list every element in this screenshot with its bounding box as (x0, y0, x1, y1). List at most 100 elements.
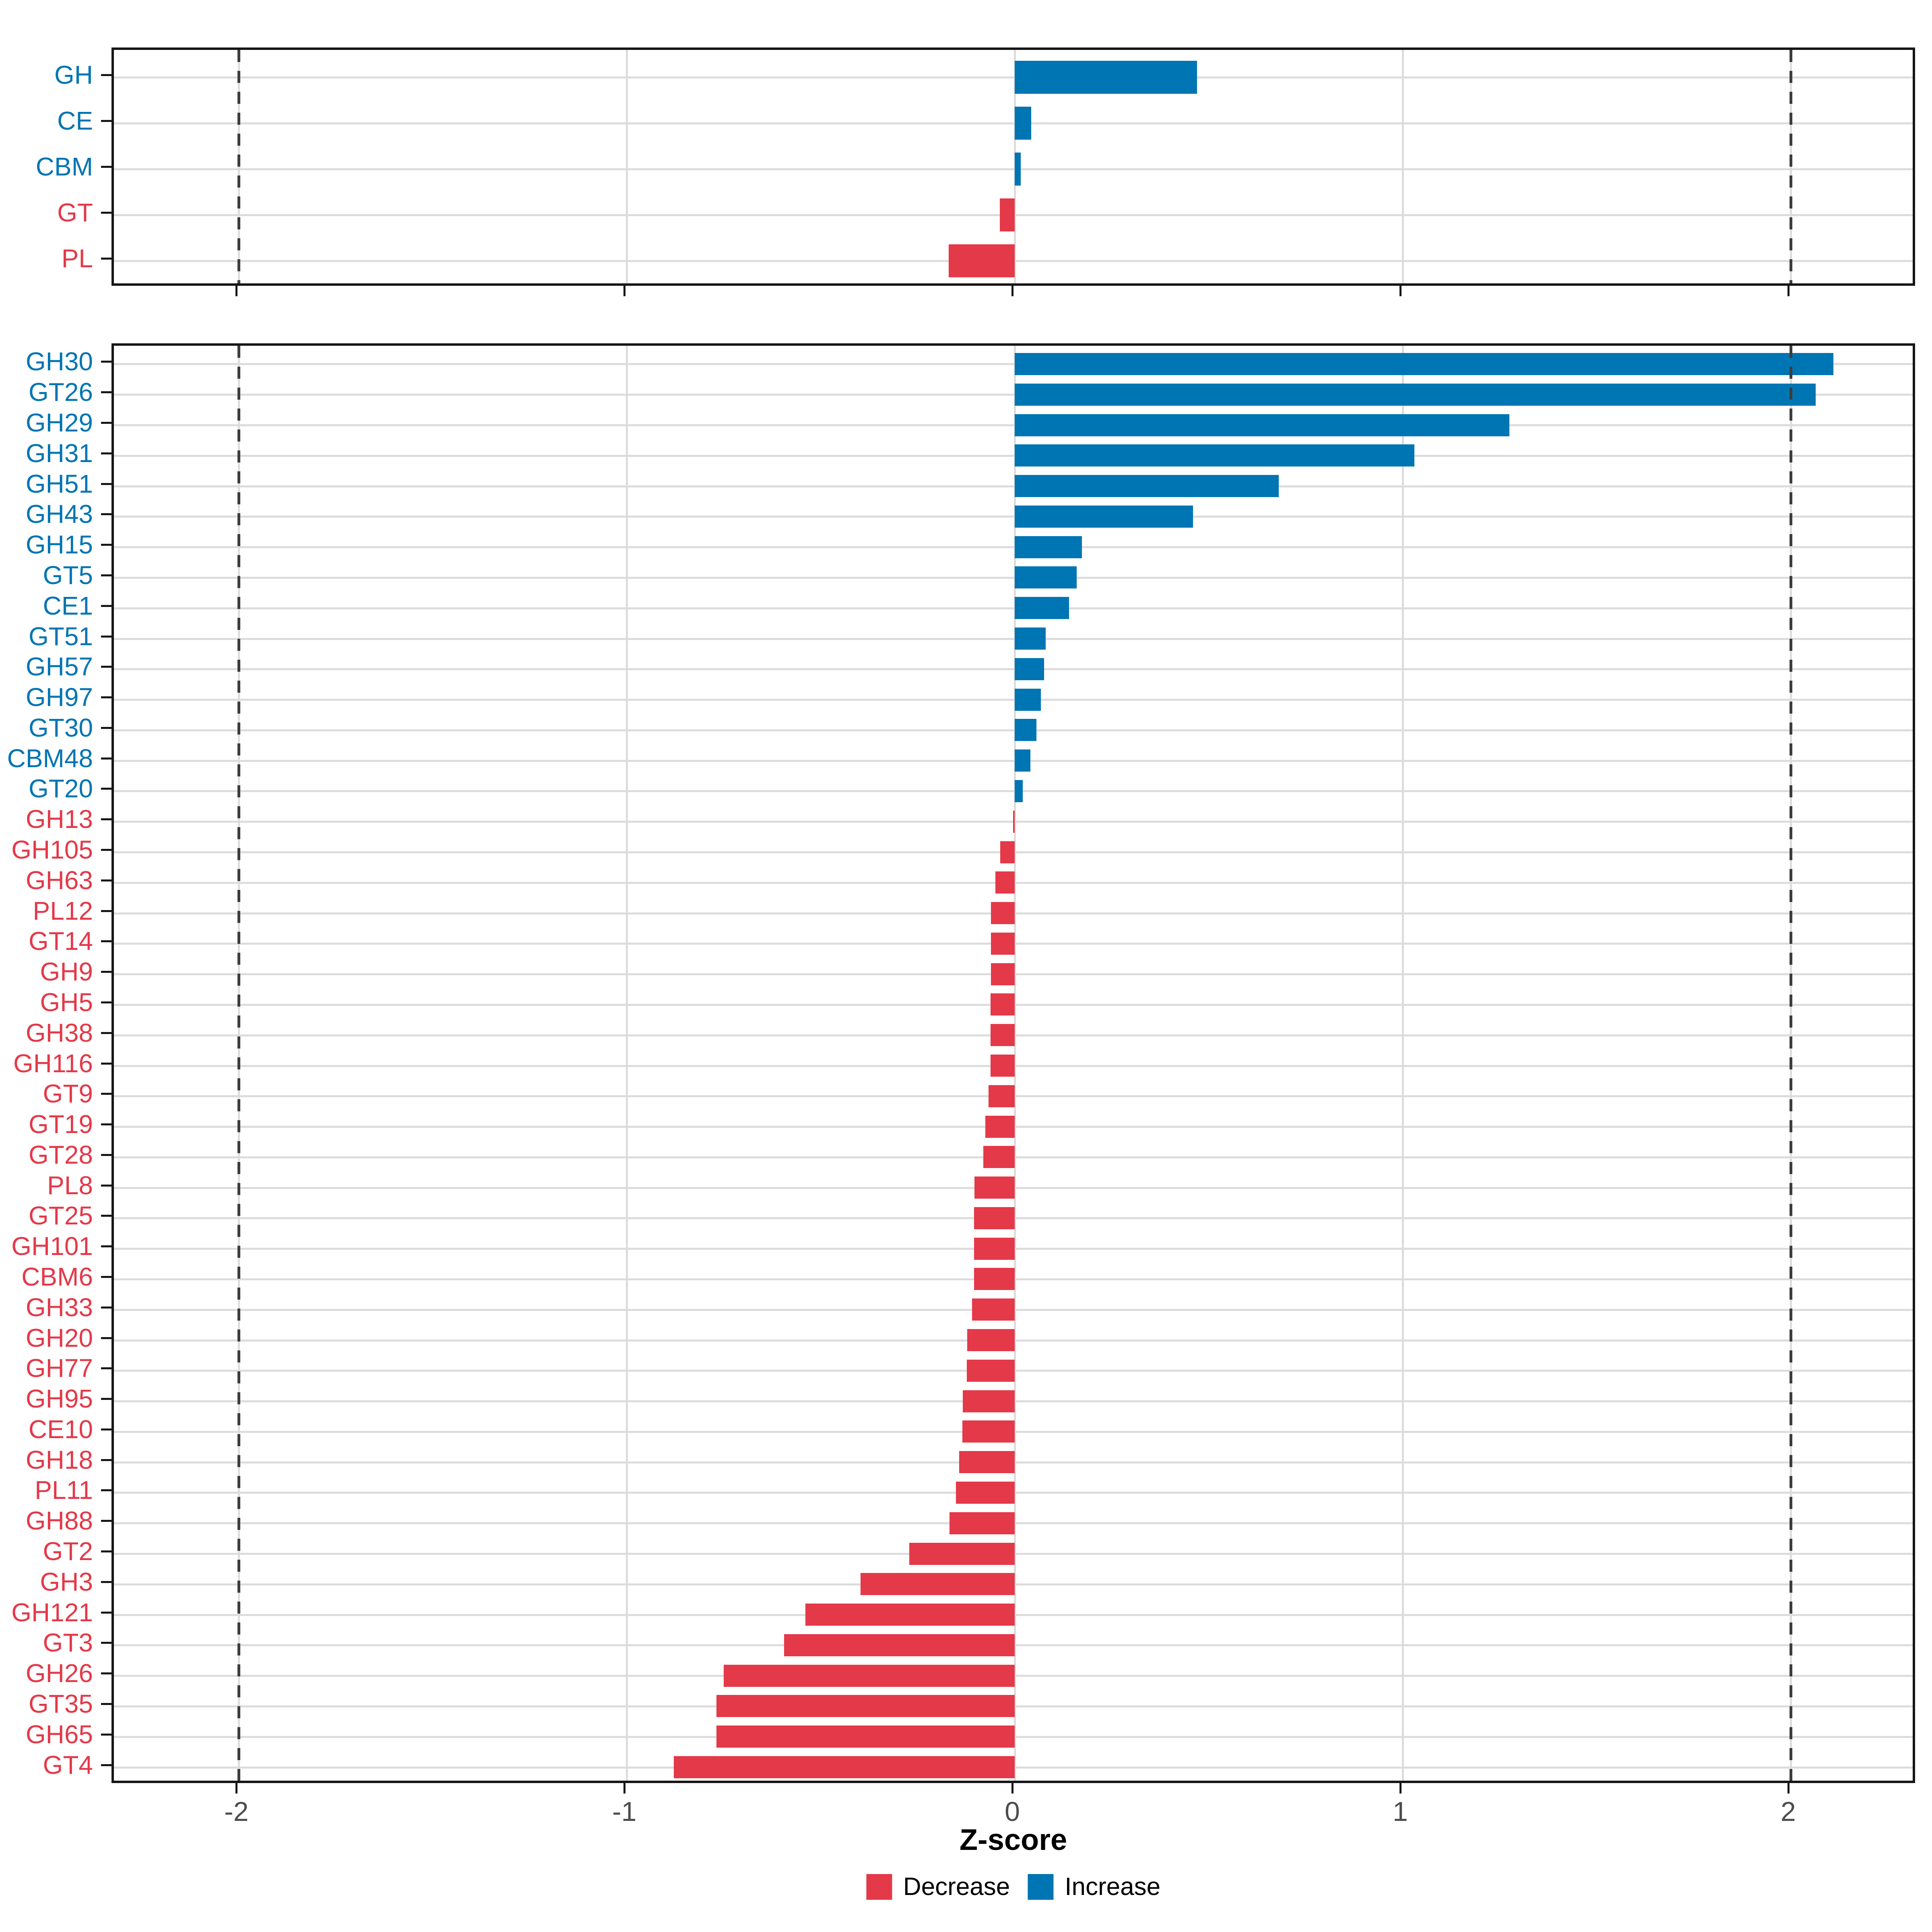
y-label-GT5: GT5 (43, 560, 93, 590)
x-tick--2-panel1 (235, 1783, 238, 1794)
y-tick-GH38 (101, 1032, 111, 1034)
bar-CE10 (962, 1420, 1015, 1443)
y-label-GH116: GH116 (13, 1049, 93, 1078)
bar-GH105 (1000, 841, 1015, 863)
legend-label-increase: Increase (1065, 1873, 1161, 1901)
bar-GH38 (991, 1024, 1015, 1046)
panel-cazyme-classes (111, 47, 1915, 286)
y-tick-PL (101, 257, 111, 260)
bar-GH88 (949, 1512, 1015, 1534)
y-label-GH65: GH65 (25, 1719, 93, 1749)
row-gridline-CE (114, 122, 1913, 125)
x-tick-label--2: -2 (224, 1796, 249, 1827)
bar-GT4 (673, 1756, 1015, 1779)
y-tick-GT9 (101, 1093, 111, 1095)
y-tick-GT35 (101, 1703, 111, 1705)
x-tick--1-panel0 (623, 286, 626, 296)
bar-GH77 (966, 1359, 1015, 1382)
y-tick-GT30 (101, 727, 111, 729)
y-tick-GT (101, 211, 111, 214)
y-label-GH33: GH33 (25, 1292, 93, 1322)
y-label-CE10: CE10 (28, 1414, 93, 1444)
y-label-GH15: GH15 (25, 530, 93, 559)
dashed-reference-line-x-2 (237, 50, 241, 283)
x-tick--1-panel1 (623, 1783, 626, 1794)
dashed-reference-line-x2 (1789, 346, 1792, 1781)
y-label-GH: GH (54, 60, 93, 90)
bar-PL (949, 244, 1015, 277)
vertical-gridline-x-1 (626, 346, 628, 1781)
x-axis-title: Z-score (959, 1823, 1067, 1856)
row-gridline-GH31 (114, 454, 1913, 457)
bar-GT9 (988, 1085, 1015, 1107)
x-tick-0-panel0 (1011, 286, 1014, 296)
y-label-GT4: GT4 (43, 1750, 93, 1779)
y-tick-GT19 (101, 1123, 111, 1126)
y-tick-GH43 (101, 513, 111, 516)
y-label-GH5: GH5 (40, 987, 93, 1017)
y-tick-CE10 (101, 1428, 111, 1430)
bar-GT51 (1015, 627, 1046, 650)
y-tick-GH31 (101, 452, 111, 454)
y-label-CBM48: CBM48 (7, 743, 93, 773)
bar-GH18 (959, 1451, 1015, 1474)
y-tick-PL8 (101, 1184, 111, 1187)
y-label-CBM: CBM (35, 152, 93, 181)
y-label-GH97: GH97 (25, 683, 93, 712)
y-tick-GH65 (101, 1733, 111, 1736)
x-tick-label-2: 2 (1780, 1796, 1796, 1827)
legend: Decrease Increase (866, 1872, 1160, 1901)
legend-item-increase: Increase (1028, 1872, 1160, 1901)
y-label-GH51: GH51 (25, 469, 93, 498)
y-tick-GH26 (101, 1672, 111, 1675)
bar-GH63 (995, 871, 1015, 894)
dashed-reference-line-x2 (1789, 50, 1792, 283)
x-tick-2-panel0 (1787, 286, 1790, 296)
y-tick-GH101 (101, 1245, 111, 1248)
y-label-GT25: GT25 (28, 1201, 93, 1230)
y-tick-GH30 (101, 361, 111, 363)
vertical-gridline-x0 (1014, 346, 1016, 1781)
row-gridline-GH30 (114, 363, 1913, 365)
legend-label-decrease: Decrease (903, 1873, 1010, 1901)
bar-GH (1015, 61, 1197, 94)
y-tick-GH20 (101, 1337, 111, 1339)
row-gridline-GT5 (114, 576, 1913, 579)
y-label-GH29: GH29 (25, 408, 93, 438)
y-label-GT51: GT51 (28, 621, 93, 651)
y-label-GT19: GT19 (28, 1110, 93, 1139)
y-label-GH105: GH105 (11, 835, 93, 864)
vertical-gridline-x-1 (626, 50, 628, 283)
y-tick-GT20 (101, 788, 111, 790)
y-tick-CE (101, 120, 111, 122)
row-gridline-CBM48 (114, 760, 1913, 762)
row-gridline-GH43 (114, 516, 1913, 518)
y-tick-PL11 (101, 1489, 111, 1492)
legend-item-decrease: Decrease (866, 1872, 1010, 1901)
row-gridline-GH15 (114, 546, 1913, 549)
y-tick-GH (101, 74, 111, 76)
y-label-CE: CE (57, 106, 93, 136)
dashed-reference-line-x-2 (237, 346, 241, 1781)
bar-GT19 (985, 1115, 1015, 1138)
y-label-GH63: GH63 (25, 865, 93, 895)
x-tick-label-1: 1 (1393, 1796, 1408, 1827)
x-tick-0-panel1 (1011, 1783, 1014, 1794)
x-tick-label--1: -1 (612, 1796, 637, 1827)
bar-GT26 (1015, 383, 1816, 406)
bar-GH116 (991, 1055, 1015, 1077)
y-tick-GT14 (101, 940, 111, 943)
bar-GH121 (805, 1604, 1015, 1626)
y-tick-GH77 (101, 1367, 111, 1370)
y-tick-GH9 (101, 971, 111, 973)
y-label-PL8: PL8 (47, 1170, 93, 1200)
bar-CE (1015, 107, 1031, 140)
x-tick-1-panel0 (1399, 286, 1402, 296)
y-label-CE1: CE1 (43, 591, 93, 620)
y-label-GT9: GT9 (43, 1079, 93, 1108)
x-tick-label-0: 0 (1005, 1796, 1020, 1827)
y-tick-GT3 (101, 1642, 111, 1644)
y-tick-GT28 (101, 1154, 111, 1156)
y-tick-GH95 (101, 1398, 111, 1400)
bar-GH5 (991, 993, 1015, 1016)
